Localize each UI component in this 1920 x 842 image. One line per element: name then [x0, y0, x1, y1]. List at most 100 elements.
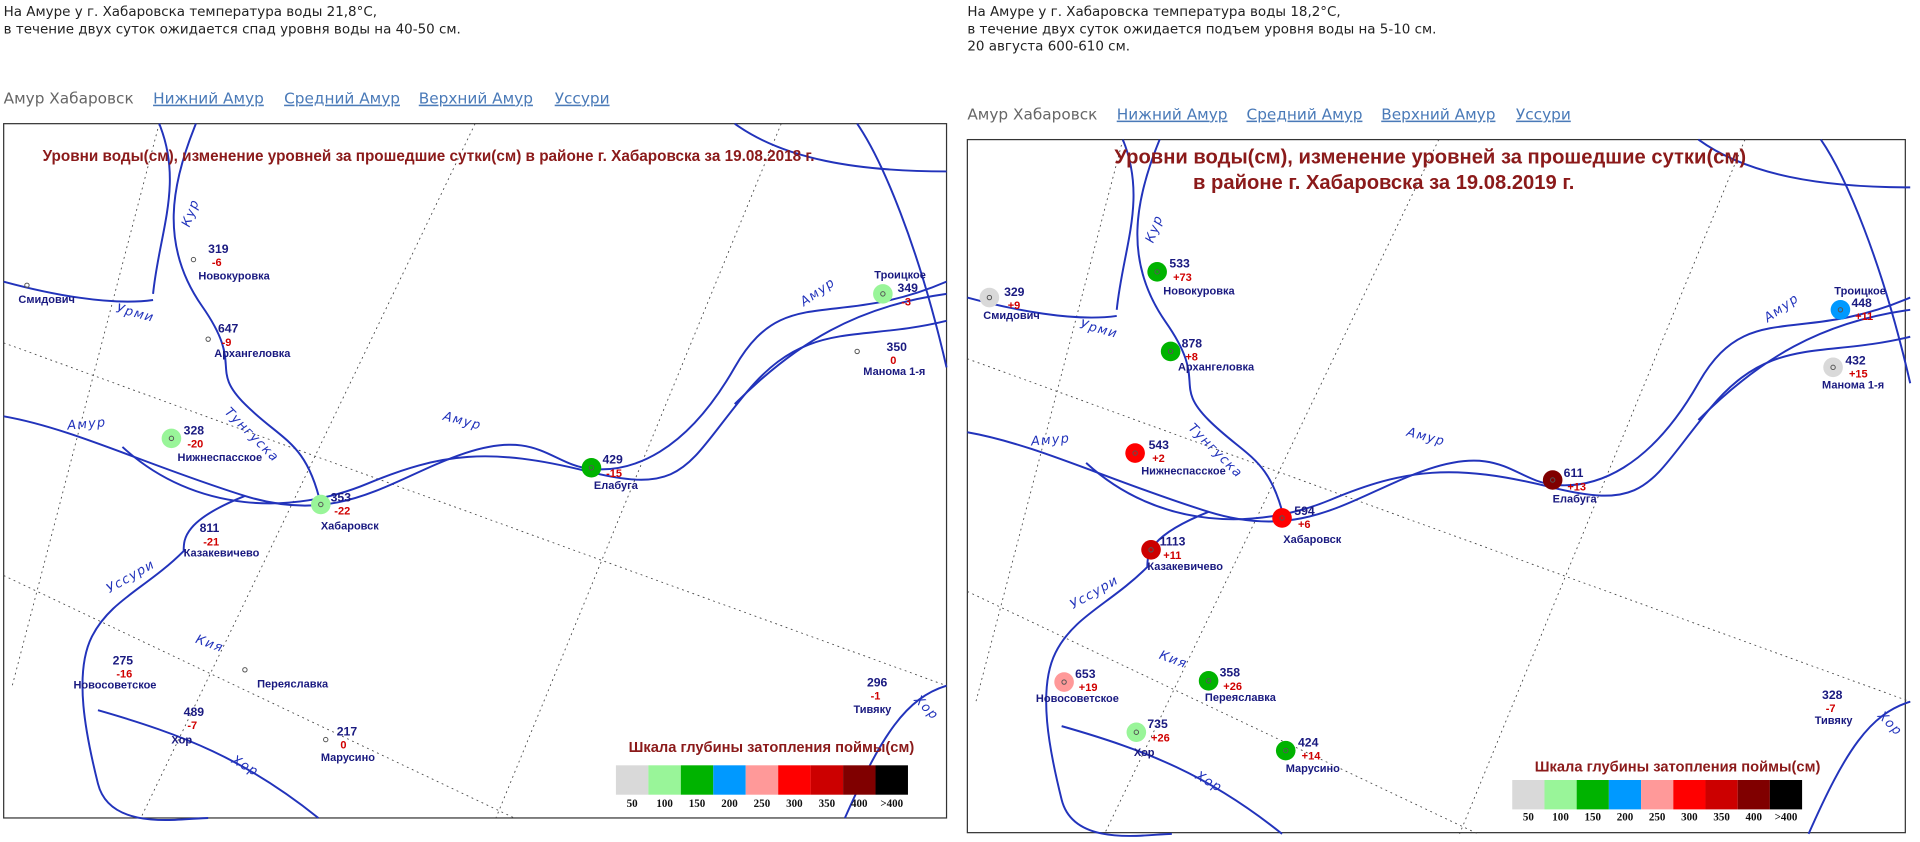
station-dot — [1830, 364, 1836, 371]
station-dot — [24, 282, 30, 289]
river-label: Амур — [66, 415, 107, 433]
station-marker — [161, 428, 182, 449]
nav-link[interactable]: Уссури — [1516, 106, 1571, 124]
station-marker — [581, 457, 602, 478]
legend-swatch — [680, 765, 714, 795]
graticule — [1104, 139, 1440, 835]
river — [172, 123, 322, 505]
legend-swatch — [745, 765, 779, 795]
station-name: Нижнеспасское — [1141, 465, 1226, 477]
station-change: +73 — [1173, 272, 1192, 284]
station-level: 350 — [887, 340, 908, 354]
river — [1136, 139, 1286, 521]
map-title: в районе г. Хабаровска за 19.08.2019 г. — [1193, 172, 1574, 194]
station-name: Смидович — [983, 310, 1040, 322]
nav-link[interactable]: Уссури — [555, 90, 610, 108]
station-level: 489 — [184, 705, 205, 719]
river — [1807, 700, 1911, 835]
station-change: +19 — [1079, 682, 1098, 694]
station-name: Марусино — [1286, 763, 1340, 775]
station-dot — [1132, 450, 1138, 456]
station-change: +11 — [1163, 550, 1181, 562]
graticule — [140, 123, 476, 819]
station-level: 533 — [1169, 257, 1190, 271]
station-level: 296 — [867, 676, 888, 690]
station-marker — [1160, 341, 1181, 362]
river — [1061, 725, 1283, 835]
station-dot — [205, 336, 211, 342]
station-name: Новокуровка — [198, 271, 270, 283]
river — [1697, 308, 1911, 421]
station-change: +26 — [1151, 732, 1170, 744]
legend-swatch — [1673, 780, 1706, 810]
station-level: 811 — [200, 521, 220, 535]
river — [856, 123, 948, 368]
station-name: Казакевичево — [184, 547, 260, 559]
graticule — [3, 342, 947, 687]
station-dot — [1148, 547, 1154, 553]
station-level: 329 — [1004, 285, 1025, 299]
station-dot — [323, 736, 329, 743]
station-change: -3 — [901, 296, 911, 308]
legend-label: 50 — [1523, 811, 1535, 823]
river — [3, 280, 154, 303]
intro-text: На Амуре у г. Хабаровска температура вод… — [4, 4, 377, 20]
station-marker — [1823, 357, 1843, 378]
station-name: Хабаровск — [321, 520, 379, 532]
station-dot — [1167, 348, 1174, 355]
legend-label: 400 — [1746, 811, 1763, 823]
legend-swatch — [1737, 780, 1770, 810]
nav-link[interactable]: Средний Амур — [284, 90, 400, 108]
station-change: +26 — [1223, 681, 1242, 693]
nav-link[interactable]: Средний Амур — [1247, 106, 1363, 124]
legend-label: 400 — [851, 798, 868, 810]
legend-title: Шкала глубины затопления поймы(см) — [1535, 760, 1821, 776]
nav-link[interactable]: Нижний Амур — [1117, 106, 1228, 124]
river-label: Амур — [1029, 431, 1070, 449]
station-level: 878 — [1182, 336, 1203, 350]
station-change: +11 — [1855, 311, 1873, 323]
station-change: -9 — [222, 337, 232, 349]
nav-link[interactable]: Верхний Амур — [419, 90, 533, 108]
legend-label: 350 — [1713, 811, 1730, 823]
station-dot — [1061, 679, 1067, 685]
station-change: 0 — [890, 355, 896, 367]
station-change: +9 — [1008, 300, 1021, 312]
nav-link[interactable]: Нижний Амур — [153, 90, 264, 108]
station-name: Троицкое — [874, 269, 926, 281]
river — [3, 280, 947, 507]
legend-swatch — [615, 765, 649, 795]
station-name: Марусино — [321, 752, 375, 764]
station-change: +15 — [1849, 369, 1868, 381]
legend-label: 250 — [1649, 811, 1666, 823]
station-level: 349 — [898, 281, 919, 295]
station-level: 611 — [1564, 466, 1584, 480]
station-name: Новосоветское — [1036, 693, 1119, 705]
station-change: -21 — [203, 536, 219, 548]
station-dot — [168, 435, 175, 442]
station-change: +14 — [1302, 751, 1322, 763]
graticule — [967, 591, 1479, 835]
station-name: Казакевичево — [1147, 561, 1223, 573]
legend-label: 350 — [819, 798, 836, 810]
station-marker — [1272, 508, 1292, 528]
station-marker — [311, 494, 331, 515]
legend-label: 300 — [1681, 811, 1698, 823]
station-marker — [1125, 443, 1145, 463]
nav-link[interactable]: Верхний Амур — [1381, 106, 1495, 124]
station-change: -7 — [187, 720, 197, 732]
river — [152, 123, 171, 294]
station-dot — [190, 256, 197, 263]
station-level: 594 — [1294, 504, 1315, 518]
station-marker — [1141, 540, 1161, 560]
station-name: Елабуга — [594, 480, 639, 492]
station-change: -15 — [606, 468, 622, 480]
legend-label: 150 — [689, 798, 706, 810]
river — [967, 296, 1911, 523]
legend-label: >400 — [1775, 811, 1798, 823]
station-name: Елабуга — [1553, 494, 1598, 506]
legend-swatch — [1544, 780, 1577, 810]
map-title: Уровни воды(см), изменение уровней за пр… — [43, 148, 815, 165]
